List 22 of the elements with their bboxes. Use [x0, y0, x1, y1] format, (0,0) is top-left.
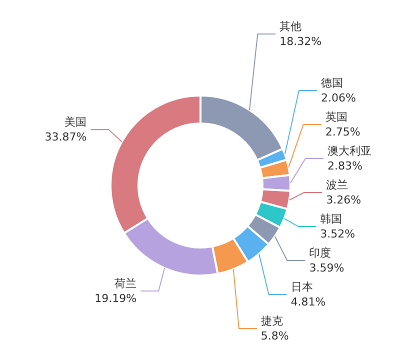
data-label: 2.06% [320, 92, 356, 104]
data-label: 2.83% [327, 160, 362, 172]
slice-label: 印度 [309, 246, 332, 260]
data-label: 3.26% [326, 194, 362, 206]
slice-label: 日本 [290, 280, 313, 294]
slice-label: 韩国 [320, 212, 342, 226]
data-label: 33.87% [44, 130, 87, 144]
slice-label: 澳大利亚 [327, 144, 372, 158]
data-label: 2.75% [325, 126, 360, 138]
data-label: 3.52% [320, 228, 356, 240]
data-label: 3.59% [309, 262, 344, 274]
data-label: 18.32% [280, 35, 322, 48]
slice-label: 英国 [325, 110, 348, 124]
slice-label: 波兰 [326, 178, 348, 192]
data-label: 5.8% [260, 330, 289, 342]
data-label: 4.81% [290, 296, 326, 308]
slice-label: 美国 [64, 116, 87, 129]
slice-label: 荷兰 [114, 276, 137, 290]
data-label: 19.19% [94, 292, 137, 305]
slice-label: 其他 [280, 20, 302, 33]
slice-label: 德国 [320, 76, 343, 90]
slice-label: 捷克 [260, 314, 283, 328]
